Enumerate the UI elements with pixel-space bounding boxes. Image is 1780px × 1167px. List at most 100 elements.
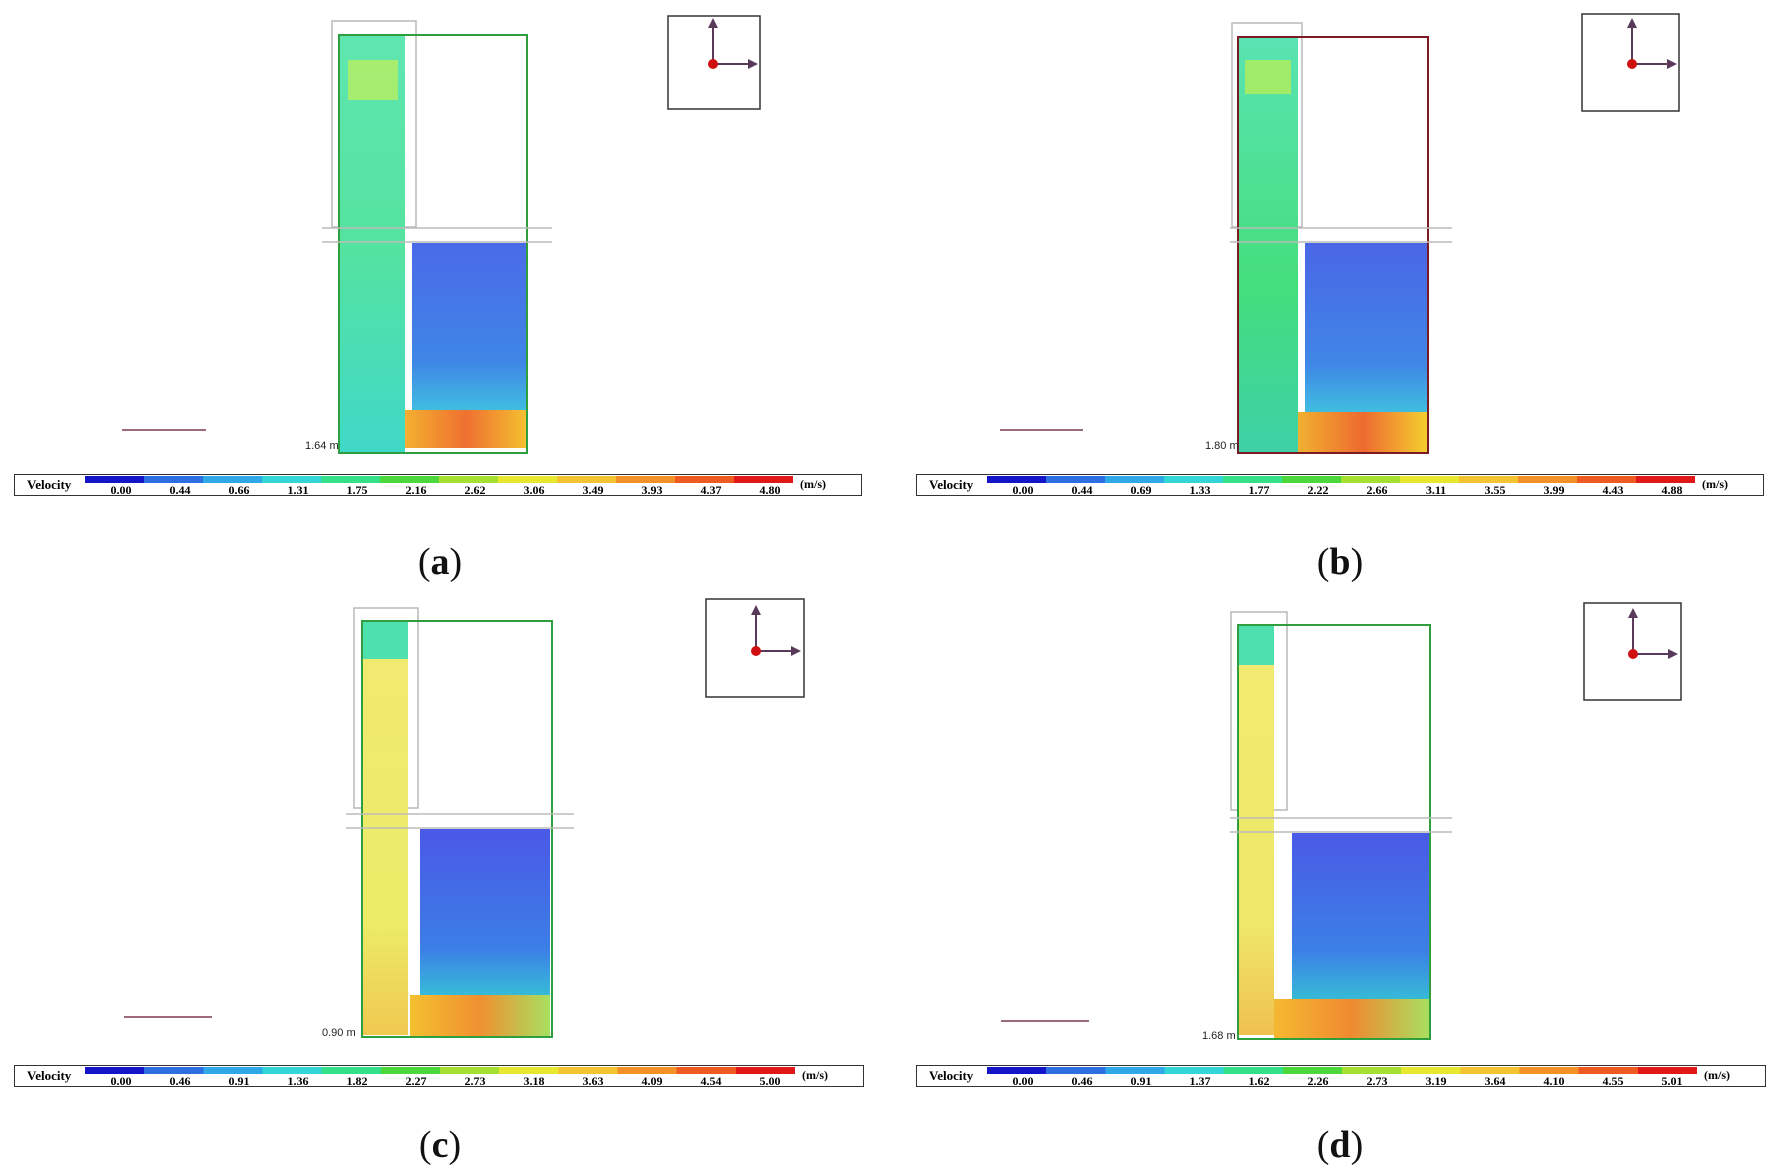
colorbar-title: Velocity xyxy=(929,477,974,492)
velocity-contour-c xyxy=(124,598,805,1038)
colorbar-title: Velocity xyxy=(27,477,72,492)
bottom-flow-region xyxy=(1298,412,1428,452)
velocity-contour-b xyxy=(1000,13,1680,454)
domain-outline xyxy=(361,620,553,1038)
colorbar-tick-label: 0.44 xyxy=(169,483,191,497)
column-top-region xyxy=(1238,625,1274,665)
colorbar-tick-label: 3.63 xyxy=(582,1074,604,1088)
colorbar-tick-label: 0.46 xyxy=(169,1074,191,1088)
origin-dot xyxy=(708,59,718,69)
colorbar-tick-label: 1.33 xyxy=(1189,483,1211,497)
column-region xyxy=(362,659,408,1035)
bay-region xyxy=(1292,833,1429,1001)
bay-region xyxy=(412,243,527,413)
colorbar-tick-label: 3.93 xyxy=(641,483,663,497)
colorbar-tick-label: 0.00 xyxy=(1012,483,1034,497)
colorbar-tick-label: 4.37 xyxy=(700,483,722,497)
colorbar-tick-label: 3.49 xyxy=(582,483,604,497)
colorbar-tick-label: 1.36 xyxy=(287,1074,309,1088)
panel-a: 1.64 m Velocity (m/s) 0.00 0.44 0.66 1.31 1.… xyxy=(0,0,880,583)
colorbar-unit: (m/s) xyxy=(1704,1068,1730,1082)
bay-region xyxy=(420,829,550,999)
colorbar-d: Velocity (m/s) 0.00 0.46 0.91 1.37 1.62 2.26 2… xyxy=(916,1065,1766,1088)
colorbar-gradient xyxy=(85,1067,795,1074)
colorbar-tick-label: 5.00 xyxy=(759,1074,781,1088)
colorbar-tick-label: 3.11 xyxy=(1425,483,1447,497)
colorbar-a: Velocity (m/s) 0.00 0.44 0.66 1.31 1.75 2.16 2… xyxy=(14,474,862,497)
colorbar-tick-label: 1.31 xyxy=(287,483,309,497)
colorbar-tick-label: 4.09 xyxy=(641,1074,663,1088)
colorbar-tick-label: 0.46 xyxy=(1071,1074,1093,1088)
colorbar-gradient xyxy=(85,476,793,483)
colorbar-tick-label: 0.44 xyxy=(1071,483,1093,497)
colorbar-tick-label: 4.80 xyxy=(759,483,781,497)
colorbar-tick-label: 3.18 xyxy=(523,1074,545,1088)
colorbar-tick-label: 0.91 xyxy=(228,1074,250,1088)
colorbar-title: Velocity xyxy=(27,1068,72,1083)
colorbar-tick-label: 0.00 xyxy=(110,1074,132,1088)
colorbar-tick-label: 1.75 xyxy=(346,483,368,497)
column-region xyxy=(1238,37,1298,453)
colorbar-gradient xyxy=(987,476,1695,483)
bottom-flow-region xyxy=(1274,999,1430,1039)
colorbar-unit: (m/s) xyxy=(1702,477,1728,491)
colorbar-tick-label: 4.54 xyxy=(700,1074,722,1088)
velocity-contour-a xyxy=(122,15,761,454)
dimension-label: 0.90 m xyxy=(322,1027,356,1039)
colorbar-tick-label: 4.43 xyxy=(1602,483,1624,497)
colorbar-unit: (m/s) xyxy=(802,1068,828,1082)
origin-dot xyxy=(1628,649,1638,659)
panel-d: 1.68 m Velocity (m/s) 0.00 0.46 0.91 1.37 1.… xyxy=(900,585,1780,1166)
colorbar-tick-label: 0.91 xyxy=(1130,1074,1152,1088)
bottom-flow-region xyxy=(410,995,550,1037)
colorbar-tick-label: 4.10 xyxy=(1543,1074,1565,1088)
column-top-region xyxy=(362,621,408,659)
colorbar-tick-label: 3.06 xyxy=(523,483,545,497)
bay-region xyxy=(1305,243,1427,415)
origin-dot xyxy=(751,646,761,656)
colorbar-tick-label: 4.55 xyxy=(1602,1074,1624,1088)
velocity-contour-d xyxy=(1001,602,1682,1040)
dimension-label: 1.64 m xyxy=(305,440,339,452)
panel-b: 1.80 m Velocity (m/s) 0.00 0.44 0.69 1.33 1.… xyxy=(900,0,1780,583)
panel-caption: (b) xyxy=(1316,541,1364,583)
dimension-label: 1.80 m xyxy=(1205,440,1239,452)
colorbar-unit: (m/s) xyxy=(800,477,826,491)
panel-c: 0.90 m Velocity (m/s) 0.00 0.46 0.91 1.36 1.… xyxy=(0,585,880,1166)
domain-outline xyxy=(338,34,528,454)
colorbar-tick-label: 2.73 xyxy=(1366,1074,1388,1088)
dimension-label: 1.68 m xyxy=(1202,1030,1236,1042)
colorbar-tick-label: 0.00 xyxy=(110,483,132,497)
colorbar-tick-label: 0.66 xyxy=(228,483,250,497)
colorbar-tick-label: 0.00 xyxy=(1012,1074,1034,1088)
colorbar-tick-label: 2.73 xyxy=(464,1074,486,1088)
colorbar-tick-label: 3.19 xyxy=(1425,1074,1447,1088)
column-region xyxy=(339,35,405,453)
colorbar-tick-label: 1.77 xyxy=(1248,483,1270,497)
colorbar-tick-label: 4.88 xyxy=(1661,483,1683,497)
colorbar-tick-label: 2.26 xyxy=(1307,1074,1329,1088)
colorbar-tick-label: 2.16 xyxy=(405,483,427,497)
domain-outline xyxy=(1237,36,1429,454)
colorbar-tick-label: 0.69 xyxy=(1130,483,1152,497)
colorbar-tick-label: 1.82 xyxy=(346,1074,368,1088)
origin-dot xyxy=(1627,59,1637,69)
panel-caption: (a) xyxy=(417,541,463,583)
colorbar-b: Velocity (m/s) 0.00 0.44 0.69 1.33 1.77 2.22 2… xyxy=(916,474,1764,497)
panel-caption: (c) xyxy=(418,1124,462,1166)
colorbar-tick-label: 2.66 xyxy=(1366,483,1388,497)
colorbar-tick-label: 1.37 xyxy=(1189,1074,1211,1088)
colorbar-tick-label: 2.27 xyxy=(405,1074,427,1088)
colorbar-c: Velocity (m/s) 0.00 0.46 0.91 1.36 1.82 2.27 2… xyxy=(14,1065,864,1088)
colorbar-tick-label: 3.64 xyxy=(1484,1074,1506,1088)
column-region xyxy=(1238,665,1274,1035)
colorbar-gradient xyxy=(987,1067,1697,1074)
colorbar-tick-label: 1.62 xyxy=(1248,1074,1270,1088)
colorbar-title: Velocity xyxy=(929,1068,974,1083)
panel-caption: (d) xyxy=(1316,1124,1364,1166)
colorbar-tick-label: 3.99 xyxy=(1543,483,1565,497)
colorbar-tick-label: 2.62 xyxy=(464,483,486,497)
colorbar-tick-label: 2.22 xyxy=(1307,483,1329,497)
colorbar-tick-label: 5.01 xyxy=(1661,1074,1683,1088)
colorbar-tick-label: 3.55 xyxy=(1484,483,1506,497)
